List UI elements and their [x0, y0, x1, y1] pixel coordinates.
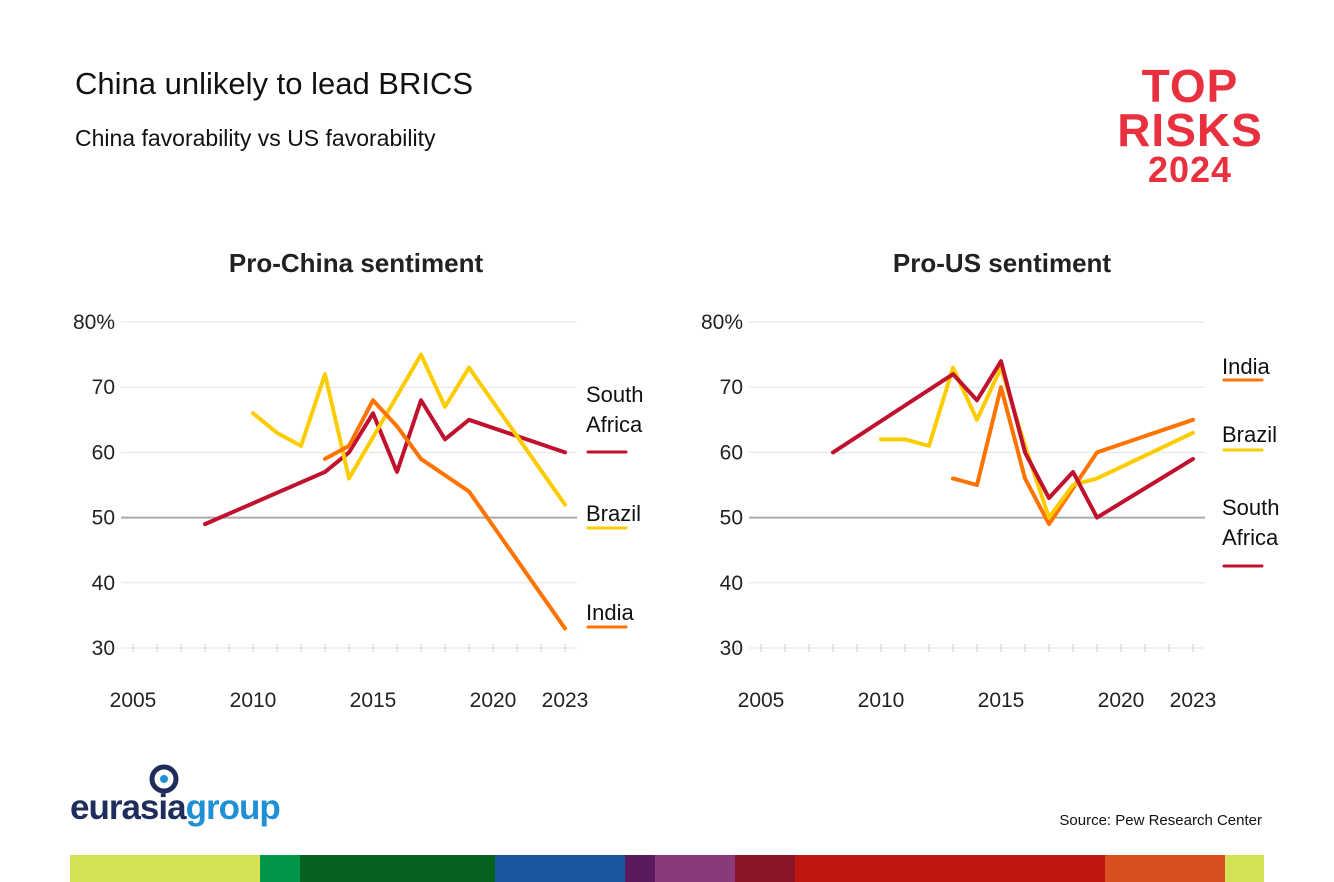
y-tick-label: 70 — [92, 376, 115, 399]
x-tick-label: 2015 — [350, 689, 397, 712]
x-tick-label: 2005 — [110, 689, 157, 712]
legend-label: Africa — [586, 412, 643, 437]
page-subtitle: China favorability vs US favorability — [75, 125, 436, 151]
brand-text: eurasia — [70, 788, 187, 827]
y-tick-label: 60 — [720, 441, 743, 464]
legend-label: South — [1222, 495, 1280, 520]
y-tick-label: 80% — [701, 311, 743, 334]
x-tick-label: 2015 — [978, 689, 1025, 712]
x-tick-label: 2010 — [230, 689, 277, 712]
legend-label: India — [1222, 354, 1270, 379]
y-tick-label: 30 — [92, 637, 115, 660]
logo-line: TOP — [1141, 60, 1239, 112]
y-tick-label: 60 — [92, 441, 115, 464]
series-line-south-africa — [203, 398, 567, 527]
logo-line: 2024 — [1147, 149, 1233, 190]
chart-title: Pro-US sentiment — [893, 248, 1111, 278]
x-tick-label: 2023 — [1170, 689, 1217, 712]
y-tick-label: 40 — [720, 572, 743, 595]
series-line-south-africa — [831, 359, 1195, 520]
chart-title: Pro-China sentiment — [229, 248, 484, 278]
series-line-india — [323, 398, 567, 631]
decorative-band — [70, 855, 1264, 882]
y-tick-label: 50 — [720, 507, 743, 530]
eurasia-group-logo: eurasiagroup — [70, 762, 281, 828]
legend-label: Brazil — [1222, 422, 1277, 447]
charts: Pro-China sentiment 80% 70 60 50 40 30 2005 2010… — [73, 248, 1280, 712]
x-tick-label: 2005 — [738, 689, 785, 712]
y-tick-label: 40 — [92, 572, 115, 595]
legend-label: Africa — [1222, 525, 1279, 550]
y-tick-label: 30 — [720, 637, 743, 660]
y-tick-label: 50 — [92, 507, 115, 530]
brand-text: group — [185, 788, 281, 827]
legend-label: Brazil — [586, 501, 641, 526]
eurasia-swirl-icon — [149, 764, 179, 794]
logo-line: RISKS — [1117, 104, 1263, 156]
legend-label: India — [586, 600, 634, 625]
x-tick-label: 2020 — [1098, 689, 1145, 712]
page-title: China unlikely to lead BRICS — [75, 66, 474, 101]
x-tick-label: 2010 — [858, 689, 905, 712]
y-tick-label: 80% — [73, 311, 115, 334]
x-tick-label: 2023 — [542, 689, 589, 712]
source-note: Source: Pew Research Center — [1059, 812, 1262, 829]
x-tick-label: 2020 — [470, 689, 517, 712]
top-risks-logo: TOP RISKS 2024 — [1110, 60, 1270, 190]
series-line-india — [951, 385, 1195, 527]
legend-label: South — [586, 382, 644, 407]
y-tick-label: 70 — [720, 376, 743, 399]
series-line-brazil — [251, 352, 567, 507]
